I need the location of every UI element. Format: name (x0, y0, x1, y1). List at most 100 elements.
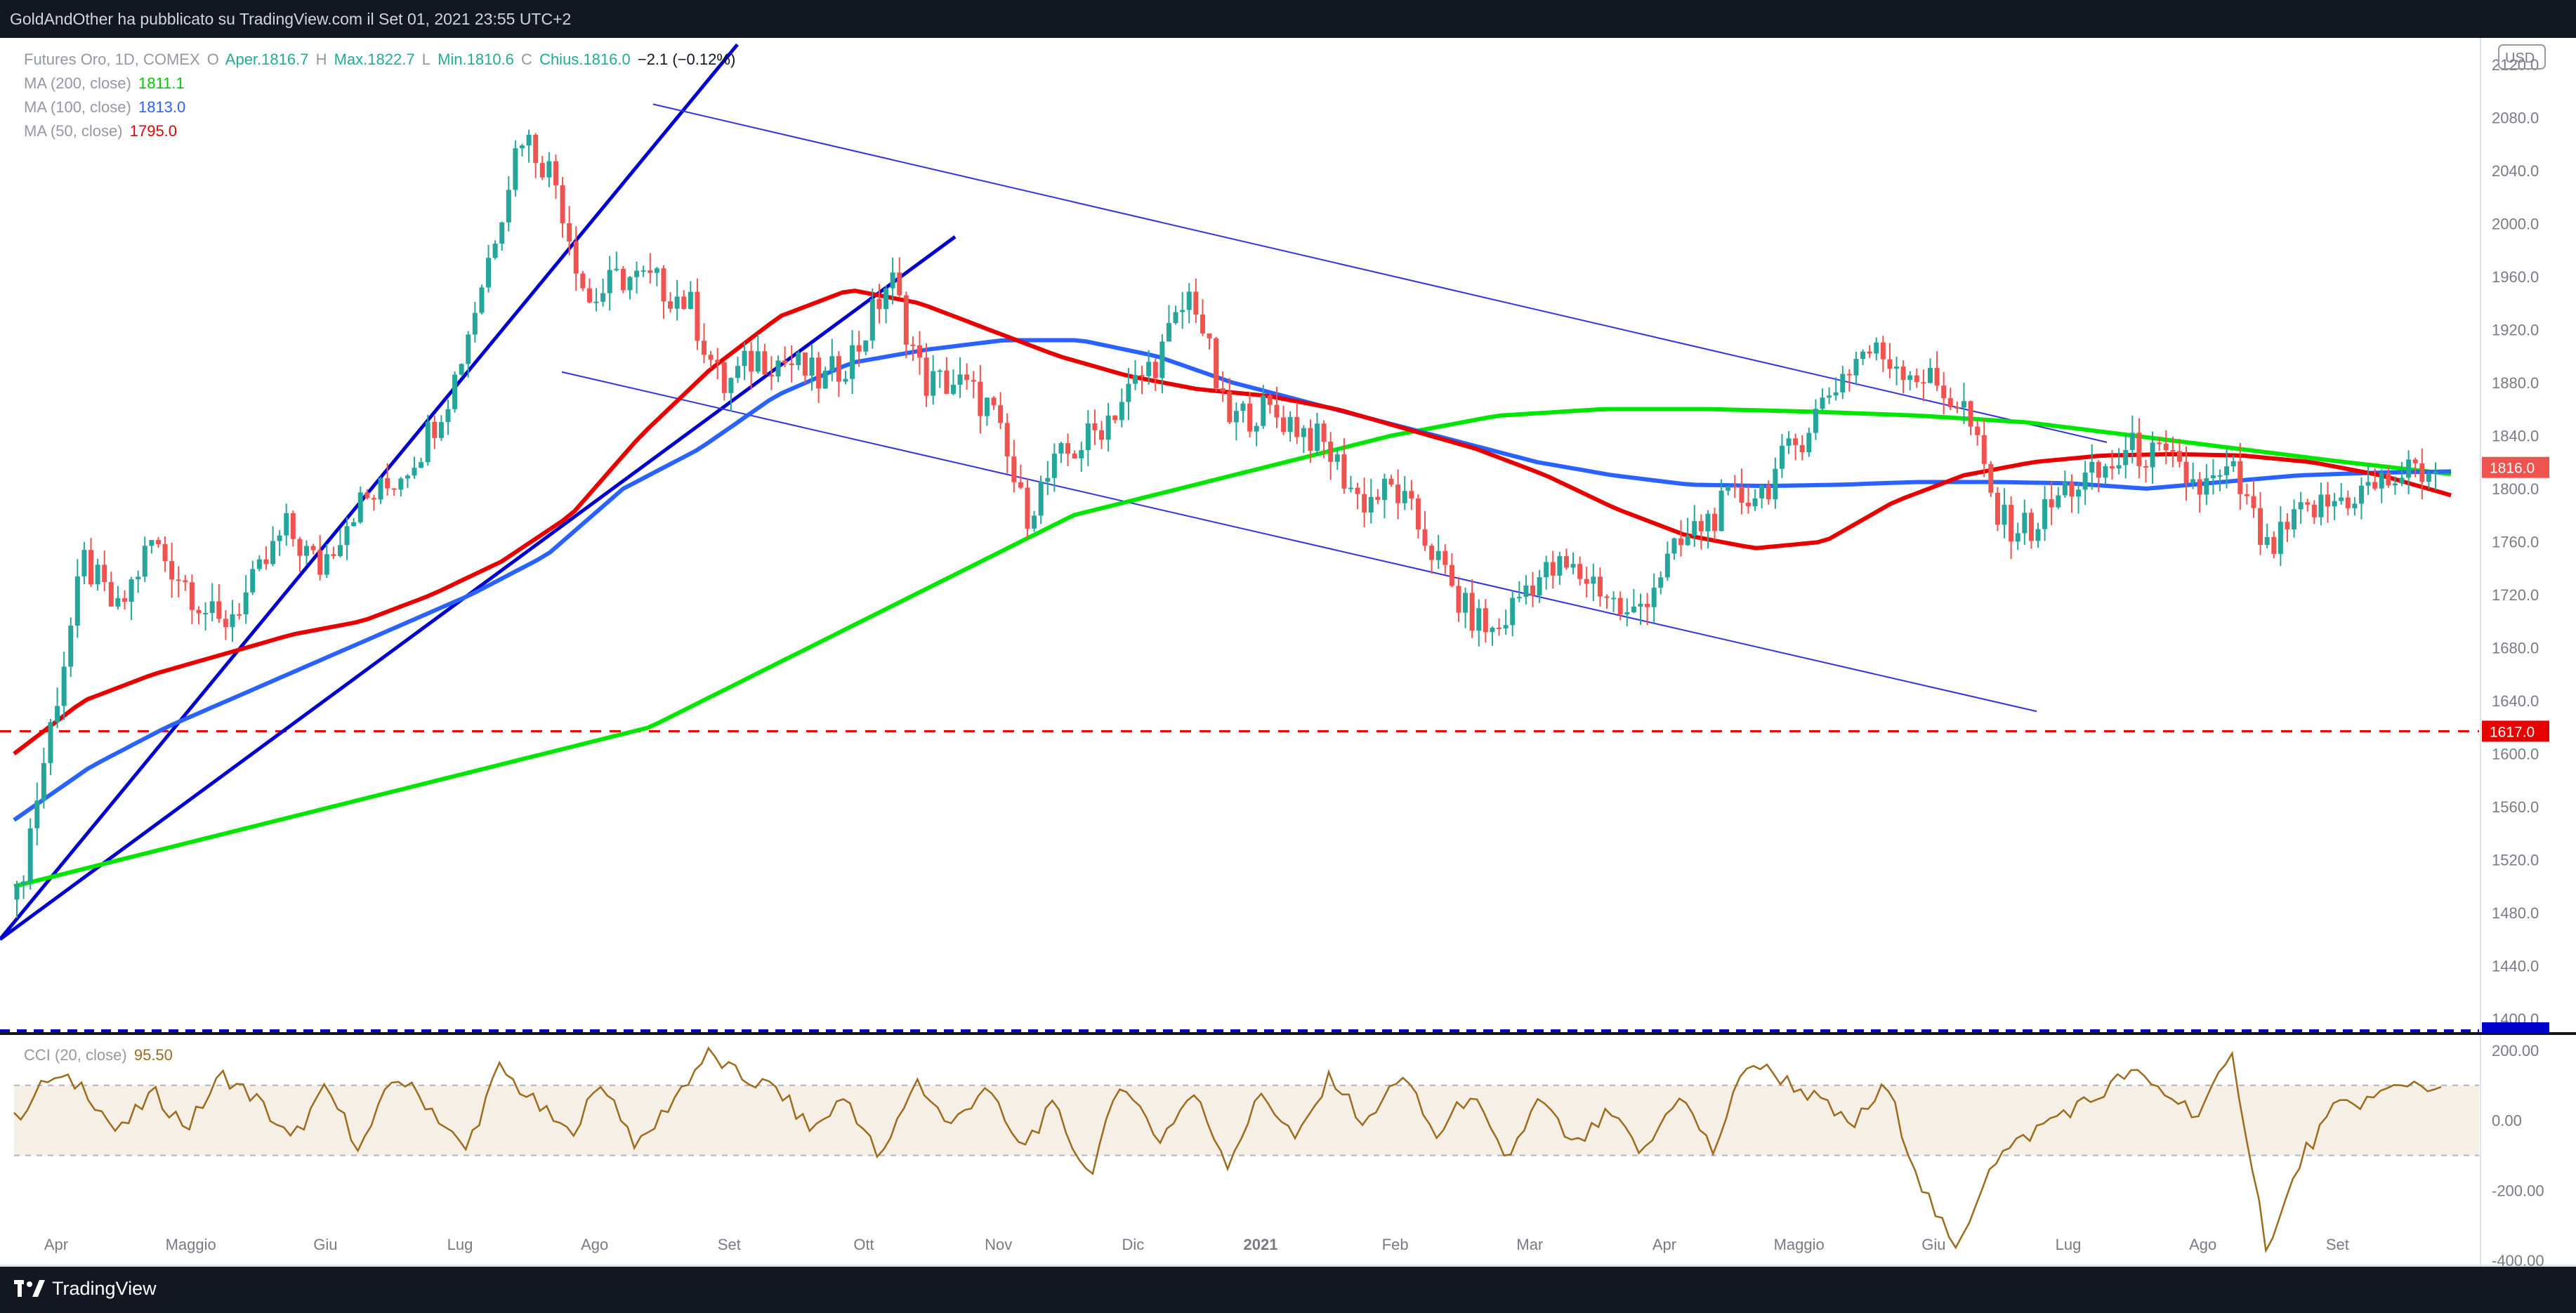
candle-body (34, 800, 40, 829)
candle (836, 351, 841, 397)
candle-body (2372, 482, 2378, 489)
candle-body (506, 190, 511, 223)
candle-body (654, 268, 659, 273)
candle-body (1786, 438, 1792, 446)
candle (1570, 552, 1576, 574)
candle-body (2305, 502, 2311, 505)
candle (277, 530, 282, 557)
candle-body (1321, 423, 1327, 442)
candle (856, 331, 862, 367)
candle (688, 281, 693, 310)
candle (1025, 477, 1030, 539)
candle (2190, 463, 2196, 489)
legend-high-value: Max.1822.7 (334, 51, 415, 68)
chart-area[interactable]: 2120.0 2080.0 2040.0 2000.0 1960.0 1920.0 1880… (0, 38, 2576, 1267)
candle-body (48, 722, 53, 763)
candle-body (917, 345, 923, 358)
candle (230, 600, 235, 642)
legend-ma100-value: 1813.0 (138, 98, 186, 116)
candle (2237, 442, 2243, 510)
candle-body (816, 357, 822, 389)
candle (1591, 563, 1596, 602)
candle-body (1126, 383, 1131, 402)
candle-body (492, 244, 498, 258)
candle (155, 536, 161, 548)
candle (2352, 497, 2358, 515)
candle (317, 535, 323, 581)
candle-body (1422, 529, 1428, 546)
candle (2129, 415, 2135, 463)
candle-body (1334, 454, 1340, 462)
candle-body (2365, 482, 2371, 486)
candle-body (2258, 508, 2263, 545)
price-tick-label: 2040.0 (2492, 162, 2539, 180)
candle-body (1698, 521, 1704, 532)
candle-body (277, 535, 282, 541)
currency-label: USD (2505, 51, 2535, 66)
candle (640, 265, 646, 277)
candle (1497, 618, 1502, 636)
candle-body (2311, 504, 2317, 517)
legend-high-label: H (315, 51, 327, 68)
candle-body (1139, 375, 1145, 377)
candle-body (519, 145, 525, 149)
candle-body (749, 350, 754, 372)
candle (121, 590, 127, 610)
candle-body (1388, 478, 1394, 485)
candle-body (2049, 499, 2054, 508)
candle-body (1577, 564, 1583, 579)
candle-body (1261, 395, 1266, 426)
candle (1388, 475, 1394, 487)
candle-body (863, 340, 869, 352)
candle (1961, 383, 1966, 425)
candle (2197, 472, 2202, 513)
candle-body (533, 134, 539, 164)
chart-svg[interactable]: 2120.0 2080.0 2040.0 2000.0 1960.0 1920.0 1880… (0, 38, 2576, 1267)
cci-tick-label: 200.00 (2492, 1042, 2539, 1060)
candle (1739, 468, 1744, 515)
candle-body (1227, 391, 1233, 423)
support-price-label: 1617.0 (2490, 724, 2535, 740)
candle (1254, 422, 1259, 447)
candle-body (1759, 484, 1765, 499)
candle-body (2325, 494, 2331, 507)
candle (654, 267, 659, 286)
candle-body (2157, 442, 2162, 444)
candle (256, 555, 262, 572)
candle (1995, 487, 2000, 532)
candle-body (2197, 479, 2202, 495)
candle (412, 456, 417, 479)
candle (1092, 409, 1098, 445)
candle (499, 221, 505, 251)
candle-body (755, 351, 761, 372)
price-tick-label: 1920.0 (2492, 321, 2539, 338)
legend-close-value: Chius.1816.0 (539, 51, 631, 68)
candle-body (2292, 509, 2297, 530)
candle (88, 538, 94, 587)
candle-body (843, 378, 848, 382)
candle (533, 133, 539, 178)
candle (971, 371, 976, 399)
candle-body (1038, 481, 1044, 516)
candle-body (1166, 323, 1171, 342)
tradingview-brand[interactable]: TradingView (14, 1278, 157, 1300)
candle (567, 206, 572, 256)
candle (1072, 450, 1077, 459)
price-tick-label: 2120.0 (2492, 56, 2539, 74)
candle (708, 350, 714, 369)
candle-body (856, 345, 862, 352)
candle (398, 477, 404, 497)
candle-body (1051, 454, 1057, 478)
candle (1544, 555, 1549, 590)
candle (1032, 510, 1037, 532)
candle (34, 782, 40, 846)
candle (2392, 476, 2398, 495)
candle (2426, 471, 2431, 489)
candle (1422, 510, 1428, 551)
price-tick-label: 1880.0 (2492, 374, 2539, 392)
candle-body (2035, 529, 2041, 541)
candle-body (728, 378, 734, 393)
legend-cci-label: CCI (20, close) (24, 1046, 127, 1064)
candle-body (1469, 593, 1475, 631)
candle (1166, 305, 1171, 342)
